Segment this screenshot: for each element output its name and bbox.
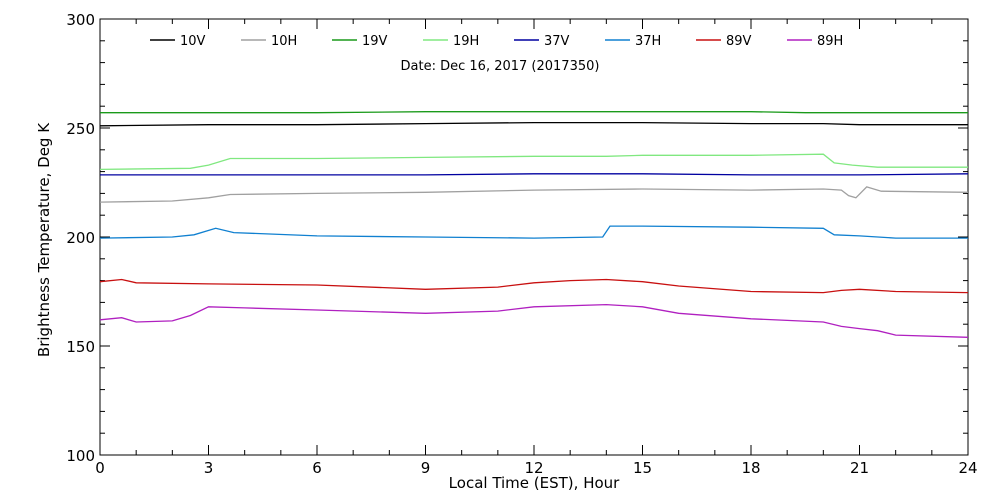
tick-labels: 0 3 6 9 12 15 18 21 24 100 150 200 250 300 [66,11,977,477]
y-axis-label: Brightness Temperature, Deg K [35,122,53,357]
series-line-37v [100,173,969,176]
plot-frame [99,18,969,456]
x-tick-label: 15 [633,459,652,477]
axis-ticks [99,18,969,456]
x-tick-label: 3 [204,459,214,477]
x-tick-label: 0 [95,459,105,477]
x-tick-label: 12 [524,459,543,477]
legend-label-10h: 10H [271,34,297,49]
chart-title: Date: Dec 16, 2017 (2017350) [401,59,600,74]
x-tick-label: 9 [421,459,431,477]
legend-label-10v: 10V [180,34,206,49]
legend-label-19h: 19H [453,34,479,49]
x-tick-label: 21 [850,459,869,477]
series-line-89v [99,278,969,294]
legend-label-37v: 37V [544,34,570,49]
y-tick-label: 150 [66,338,95,356]
legend-label-37h: 37H [635,34,661,49]
legend: 10V 10H 19V 19H 37V 37H 89V 89H [150,34,843,49]
x-tick-label: 24 [958,459,977,477]
series-line-89h [99,303,969,338]
series-line-19h [99,153,968,171]
series-line-37h [99,225,968,239]
series-lines [99,111,969,338]
y-tick-label: 200 [66,229,95,247]
x-tick-label: 6 [312,459,322,477]
x-tick-label: 18 [741,459,760,477]
y-tick-label: 300 [66,11,95,29]
y-tick-label: 100 [66,447,95,465]
legend-label-19v: 19V [362,34,388,49]
series-line-10v [99,121,968,127]
legend-label-89v: 89V [726,34,752,49]
y-tick-label: 250 [66,120,95,138]
series-line-10h [99,186,969,203]
x-axis-label: Local Time (EST), Hour [449,474,620,492]
series-line-19v [100,111,968,114]
legend-label-89h: 89H [817,34,843,49]
